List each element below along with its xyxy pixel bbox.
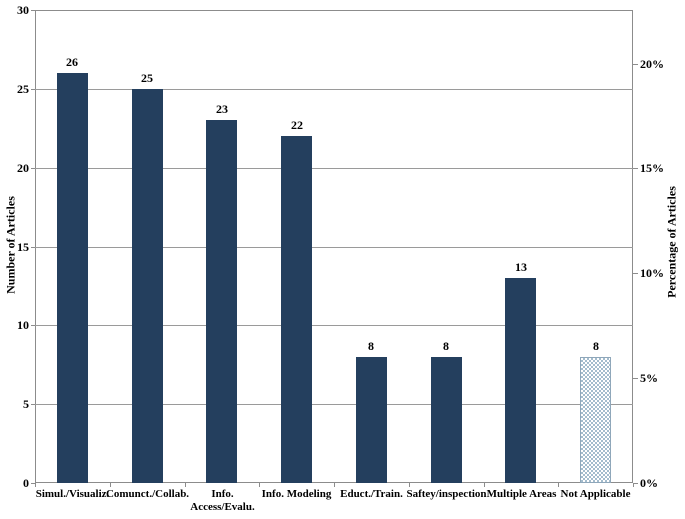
right-axis-tick-mark (633, 483, 638, 484)
right-axis-title: Percentage of Articles (664, 186, 679, 298)
category-label: Comunct./Collab. (105, 488, 190, 500)
right-axis-tick-mark (633, 378, 638, 379)
bar-value-label: 23 (216, 102, 228, 116)
left-axis-tick-label: 10 (17, 318, 29, 332)
bar-value-label: 26 (66, 55, 78, 69)
category-boundary-tick (558, 483, 559, 487)
category-label: Not Applicable (560, 488, 631, 500)
bar (206, 120, 237, 483)
left-axis-tick-label: 20 (17, 161, 29, 175)
bar-value-label: 8 (443, 339, 449, 353)
gridline (35, 247, 633, 248)
bar (281, 136, 312, 483)
left-axis-tick-mark (31, 404, 35, 405)
gridline (35, 325, 633, 326)
right-axis-tick-mark (633, 273, 638, 274)
gridline (35, 404, 633, 405)
left-axis-tick-mark (31, 168, 35, 169)
right-axis-tick-label: 10% (640, 266, 664, 280)
bar (57, 73, 88, 483)
category-boundary-tick (484, 483, 485, 487)
category-boundary-tick (35, 483, 36, 487)
gridline (35, 89, 633, 90)
category-boundary-tick (185, 483, 186, 487)
plot-area (35, 10, 633, 483)
left-axis-tick-mark (31, 247, 35, 248)
bar-value-label: 25 (141, 71, 153, 85)
category-label: Info. Modeling (261, 488, 332, 500)
bar-value-label: 13 (515, 260, 527, 274)
right-axis-tick-label: 20% (640, 57, 664, 71)
left-axis-tick-mark (31, 483, 35, 484)
right-axis-tick-mark (633, 64, 638, 65)
right-axis-tick-label: 0% (640, 476, 658, 490)
gridline (35, 168, 633, 169)
category-label: Saftey/inspection (406, 488, 487, 500)
bar-patterned (580, 357, 611, 483)
bar (356, 357, 387, 483)
category-boundary-tick (334, 483, 335, 487)
bar (431, 357, 462, 483)
category-boundary-tick (409, 483, 410, 487)
category-boundary-tick (259, 483, 260, 487)
left-axis-tick-label: 5 (23, 397, 29, 411)
category-label: Info. Access/Evalu. (190, 488, 255, 514)
left-axis-tick-label: 25 (17, 82, 29, 96)
category-label: Simul./Visualiz. (35, 488, 110, 500)
bar-value-label: 8 (368, 339, 374, 353)
left-axis-tick-mark (31, 10, 35, 11)
category-label: Multiple Areas (486, 488, 557, 500)
bar-value-label: 8 (593, 339, 599, 353)
left-axis-tick-mark (31, 89, 35, 90)
left-axis-tick-label: 15 (17, 240, 29, 254)
right-axis-tick-label: 5% (640, 371, 658, 385)
left-axis-tick-label: 0 (23, 476, 29, 490)
category-label: Educt./Train. (340, 488, 403, 500)
bar (132, 89, 163, 483)
bar-value-label: 22 (291, 118, 303, 132)
left-axis-tick-mark (31, 325, 35, 326)
bar (505, 278, 536, 483)
left-axis-tick-label: 30 (17, 3, 29, 17)
right-axis-tick-mark (633, 168, 638, 169)
category-boundary-tick (633, 483, 634, 487)
category-boundary-tick (110, 483, 111, 487)
right-axis-tick-label: 15% (640, 161, 664, 175)
